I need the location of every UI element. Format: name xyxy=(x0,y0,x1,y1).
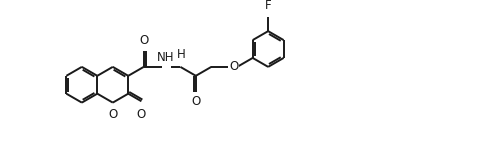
Text: O: O xyxy=(191,95,200,108)
Text: O: O xyxy=(108,108,118,121)
Text: O: O xyxy=(139,34,148,47)
Text: H: H xyxy=(177,48,186,61)
Text: NH: NH xyxy=(157,51,175,64)
Text: F: F xyxy=(265,0,271,12)
Text: O: O xyxy=(229,60,238,73)
Text: O: O xyxy=(137,108,146,121)
